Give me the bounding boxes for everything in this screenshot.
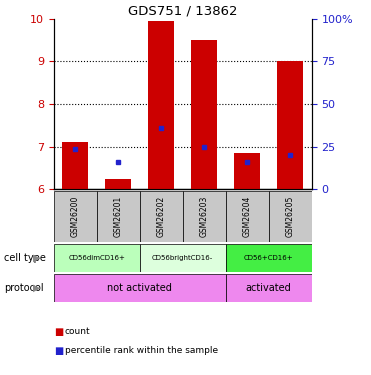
Bar <box>226 274 312 302</box>
Bar <box>226 191 269 242</box>
Bar <box>140 191 183 242</box>
Text: CD56brightCD16-: CD56brightCD16- <box>152 255 213 261</box>
Bar <box>54 274 226 302</box>
Bar <box>140 244 226 272</box>
Text: ▶: ▶ <box>33 283 41 293</box>
Title: GDS751 / 13862: GDS751 / 13862 <box>128 4 237 18</box>
Text: count: count <box>65 327 91 336</box>
Text: CD56dimCD16+: CD56dimCD16+ <box>68 255 125 261</box>
Bar <box>269 191 312 242</box>
Bar <box>105 179 131 189</box>
Text: protocol: protocol <box>4 283 43 293</box>
Bar <box>234 153 260 189</box>
Text: GSM26201: GSM26201 <box>114 196 123 237</box>
Text: ■: ■ <box>54 346 63 355</box>
Text: cell type: cell type <box>4 253 46 263</box>
Text: GSM26203: GSM26203 <box>200 196 209 237</box>
Text: ■: ■ <box>54 327 63 337</box>
Bar <box>97 191 140 242</box>
Text: not activated: not activated <box>107 283 172 293</box>
Text: activated: activated <box>246 283 292 293</box>
Bar <box>226 244 312 272</box>
Bar <box>148 21 174 189</box>
Bar <box>277 62 303 189</box>
Bar <box>54 191 97 242</box>
Bar <box>191 40 217 189</box>
Text: GSM26202: GSM26202 <box>157 196 166 237</box>
Text: GSM26204: GSM26204 <box>243 196 252 237</box>
Bar <box>62 142 88 189</box>
Bar <box>54 244 140 272</box>
Text: CD56+CD16+: CD56+CD16+ <box>244 255 293 261</box>
Text: percentile rank within the sample: percentile rank within the sample <box>65 346 218 355</box>
Text: GSM26205: GSM26205 <box>286 196 295 237</box>
Text: ▶: ▶ <box>33 253 41 263</box>
Bar <box>183 191 226 242</box>
Text: GSM26200: GSM26200 <box>71 196 80 237</box>
